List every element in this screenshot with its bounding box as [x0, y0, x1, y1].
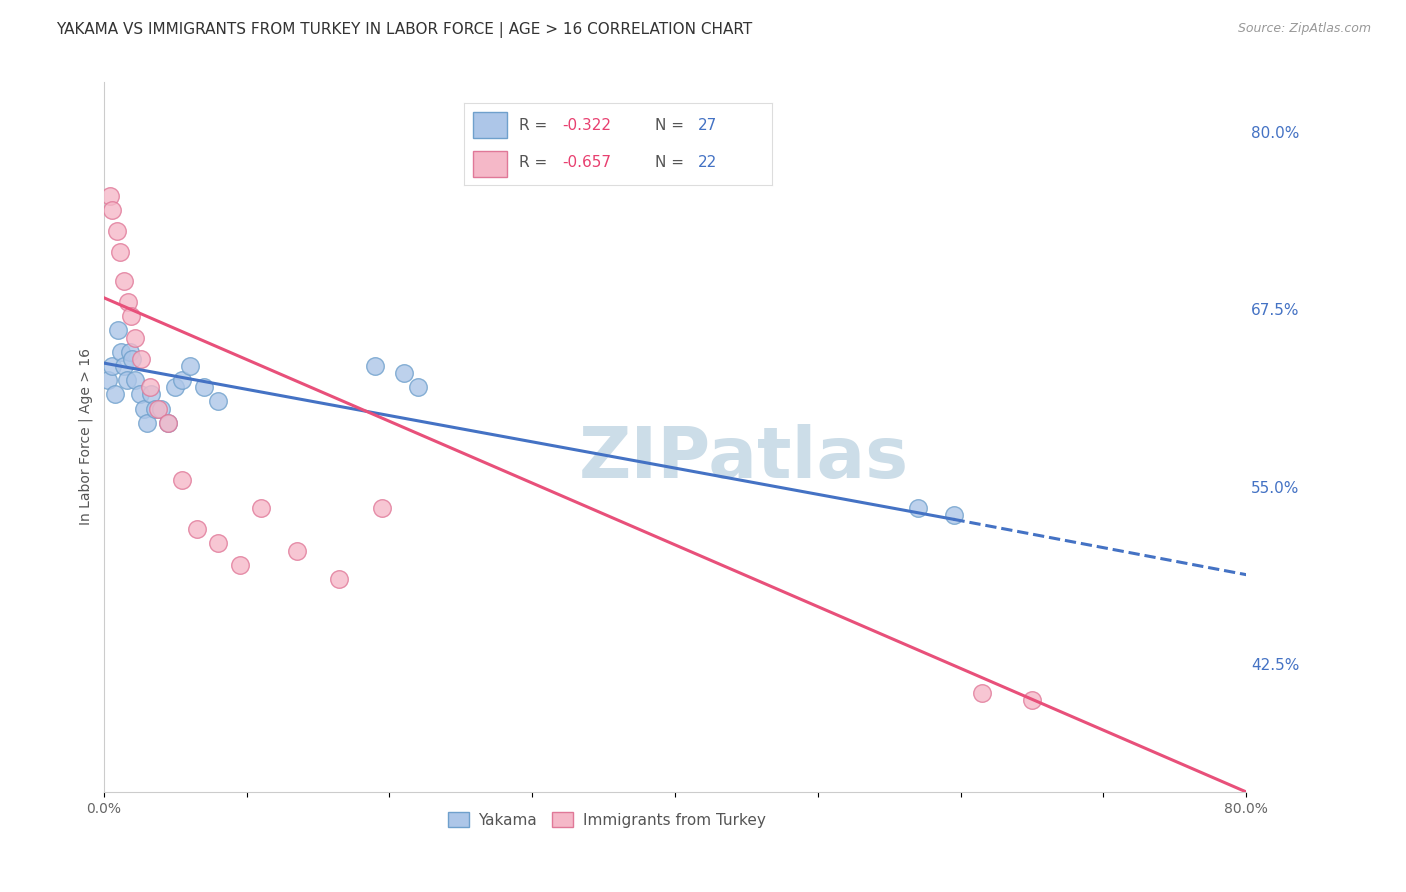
Point	[285, 543, 308, 558]
Point	[207, 536, 229, 550]
Point	[179, 359, 201, 373]
Point	[172, 373, 194, 387]
Point	[942, 508, 965, 522]
Point	[110, 344, 132, 359]
Point	[193, 380, 215, 394]
Point	[328, 572, 350, 586]
Point	[121, 351, 143, 366]
Point	[138, 380, 160, 394]
Point	[207, 394, 229, 409]
Point	[124, 330, 146, 344]
Point	[135, 416, 157, 430]
Point	[112, 359, 135, 373]
Point	[406, 380, 429, 394]
Point	[98, 188, 121, 202]
Point	[970, 685, 993, 699]
Point	[1021, 692, 1043, 706]
Point	[139, 387, 162, 401]
Point	[118, 344, 141, 359]
Point	[371, 500, 394, 515]
Legend: Yakama, Immigrants from Turkey: Yakama, Immigrants from Turkey	[441, 806, 772, 834]
Point	[108, 245, 131, 260]
Text: Source: ZipAtlas.com: Source: ZipAtlas.com	[1237, 22, 1371, 36]
Point	[107, 323, 129, 337]
Point	[150, 401, 173, 416]
Point	[112, 274, 135, 288]
Point	[157, 416, 180, 430]
Text: ZIPatlas: ZIPatlas	[578, 424, 908, 492]
Point	[104, 387, 127, 401]
Point	[128, 387, 150, 401]
Point	[101, 359, 124, 373]
Y-axis label: In Labor Force | Age > 16: In Labor Force | Age > 16	[79, 349, 93, 525]
Point	[124, 373, 146, 387]
Point	[392, 366, 415, 380]
Point	[157, 416, 180, 430]
Point	[120, 310, 142, 324]
Point	[132, 401, 155, 416]
Point	[228, 558, 250, 572]
Point	[907, 500, 929, 515]
Point	[101, 202, 124, 217]
Point	[364, 359, 387, 373]
Point	[105, 224, 128, 238]
Point	[172, 473, 194, 487]
Point	[143, 401, 166, 416]
Text: YAKAMA VS IMMIGRANTS FROM TURKEY IN LABOR FORCE | AGE > 16 CORRELATION CHART: YAKAMA VS IMMIGRANTS FROM TURKEY IN LABO…	[56, 22, 752, 38]
Point	[97, 373, 120, 387]
Point	[117, 295, 139, 310]
Point	[165, 380, 187, 394]
Point	[186, 522, 208, 536]
Point	[250, 500, 273, 515]
Point	[115, 373, 138, 387]
Point	[129, 351, 152, 366]
Point	[146, 401, 169, 416]
